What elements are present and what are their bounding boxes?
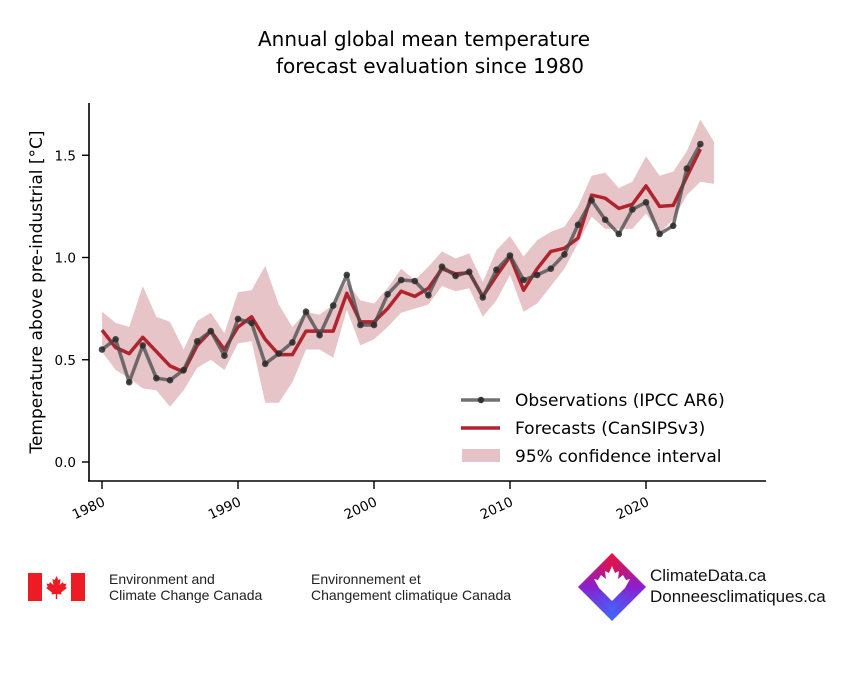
- y-tick-label: 0.5: [55, 353, 76, 369]
- climatedata-logo-icon: [578, 553, 646, 621]
- observation-point: [180, 366, 187, 374]
- observation-point: [289, 339, 296, 346]
- observation-point: [574, 221, 582, 229]
- chart-title-line-1: Annual global mean temperature: [258, 27, 590, 51]
- observation-point: [588, 196, 595, 204]
- legend-observations-label: Observations (IPCC AR6): [515, 391, 725, 411]
- observation-point: [370, 321, 378, 329]
- legend-confidence-swatch: [462, 449, 500, 462]
- legend: Observations (IPCC AR6) Forecasts (CanSI…: [461, 391, 725, 467]
- observation-point: [221, 352, 228, 360]
- forecast-line: [100, 148, 702, 374]
- observation-point: [615, 230, 623, 238]
- climatedata-site-fr[interactable]: Donneesclimatiques.ca: [650, 587, 826, 606]
- observation-point: [506, 252, 514, 259]
- observation-point: [193, 338, 201, 345]
- observation-point: [697, 140, 704, 148]
- observation-point: [452, 272, 459, 280]
- chart-title-line-2: forecast evaluation since 1980: [276, 54, 584, 78]
- observation-point: [669, 222, 677, 230]
- observation-point: [112, 336, 119, 343]
- org-name-english-line-1: Environment and: [109, 571, 215, 587]
- legend-item-forecasts: Forecasts (CanSIPSv3): [461, 419, 705, 439]
- observation-point: [316, 331, 323, 339]
- legend-forecasts-label: Forecasts (CanSIPSv3): [515, 419, 705, 439]
- observation-point: [465, 268, 473, 276]
- observation-point: [520, 276, 527, 284]
- observation-point: [357, 321, 364, 329]
- observation-point: [329, 302, 337, 309]
- legend-item-observations: Observations (IPCC AR6): [461, 391, 725, 411]
- x-tick-label: 1980: [70, 494, 108, 523]
- observation-point: [384, 291, 391, 298]
- confidence-band-layer: [102, 119, 714, 407]
- observation-point: [343, 271, 351, 279]
- y-tick-label: 1.0: [55, 251, 76, 267]
- observations-layer: [98, 140, 704, 386]
- observation-point: [629, 206, 636, 213]
- observation-point: [166, 376, 174, 384]
- observation-point: [153, 374, 160, 382]
- observation-point: [642, 199, 650, 206]
- observation-point: [207, 327, 215, 335]
- observation-point: [656, 230, 663, 238]
- observation-point: [139, 342, 147, 349]
- observation-point: [479, 294, 487, 301]
- observation-point: [248, 319, 255, 327]
- observation-point: [547, 265, 555, 273]
- observation-point: [425, 292, 432, 299]
- observation-point: [234, 315, 242, 323]
- climatedata-site-names: ClimateData.ca Donneesclimatiques.ca: [650, 565, 826, 607]
- observation-point: [275, 350, 283, 357]
- org-name-english-line-2: Climate Change Canada: [109, 587, 263, 603]
- forecast-layer: [100, 148, 702, 374]
- legend-observations-marker: [477, 396, 485, 404]
- observation-point: [561, 251, 568, 258]
- observation-point: [98, 346, 106, 353]
- y-axis-label: Temperature above pre-industrial [°C]: [27, 130, 47, 454]
- org-name-french-line-1: Environnement et: [311, 571, 421, 587]
- observation-point: [411, 277, 419, 285]
- y-ticks: 0.0 0.5 1.0 1.5: [55, 148, 89, 471]
- y-tick-label: 0.0: [55, 455, 76, 471]
- x-ticks: 1980 1990 2000 2010 2020: [70, 481, 652, 523]
- observation-point: [125, 378, 133, 386]
- legend-item-confidence: 95% confidence interval: [462, 447, 721, 467]
- x-tick-label: 1990: [206, 494, 244, 523]
- climatedata-site-en[interactable]: ClimateData.ca: [650, 566, 767, 585]
- org-name-english: Environment and Climate Change Canada: [109, 571, 262, 603]
- observation-point: [397, 276, 405, 284]
- y-tick-label: 1.5: [55, 148, 76, 164]
- legend-confidence-label: 95% confidence interval: [515, 447, 721, 467]
- observation-point: [533, 271, 541, 279]
- observation-point: [302, 308, 310, 316]
- observation-point: [683, 165, 691, 172]
- observation-point: [438, 263, 446, 271]
- x-tick-label: 2000: [342, 494, 380, 523]
- observation-point: [493, 266, 500, 274]
- observation-point: [261, 360, 269, 368]
- x-tick-label: 2020: [614, 494, 652, 523]
- observation-point: [601, 216, 609, 223]
- canada-flag-icon: [28, 573, 85, 601]
- org-name-french-line-2: Changement climatique Canada: [311, 587, 512, 603]
- confidence-band: [102, 119, 714, 407]
- x-tick-label: 2010: [478, 494, 516, 523]
- org-name-french: Environnement et Changement climatique C…: [311, 571, 511, 603]
